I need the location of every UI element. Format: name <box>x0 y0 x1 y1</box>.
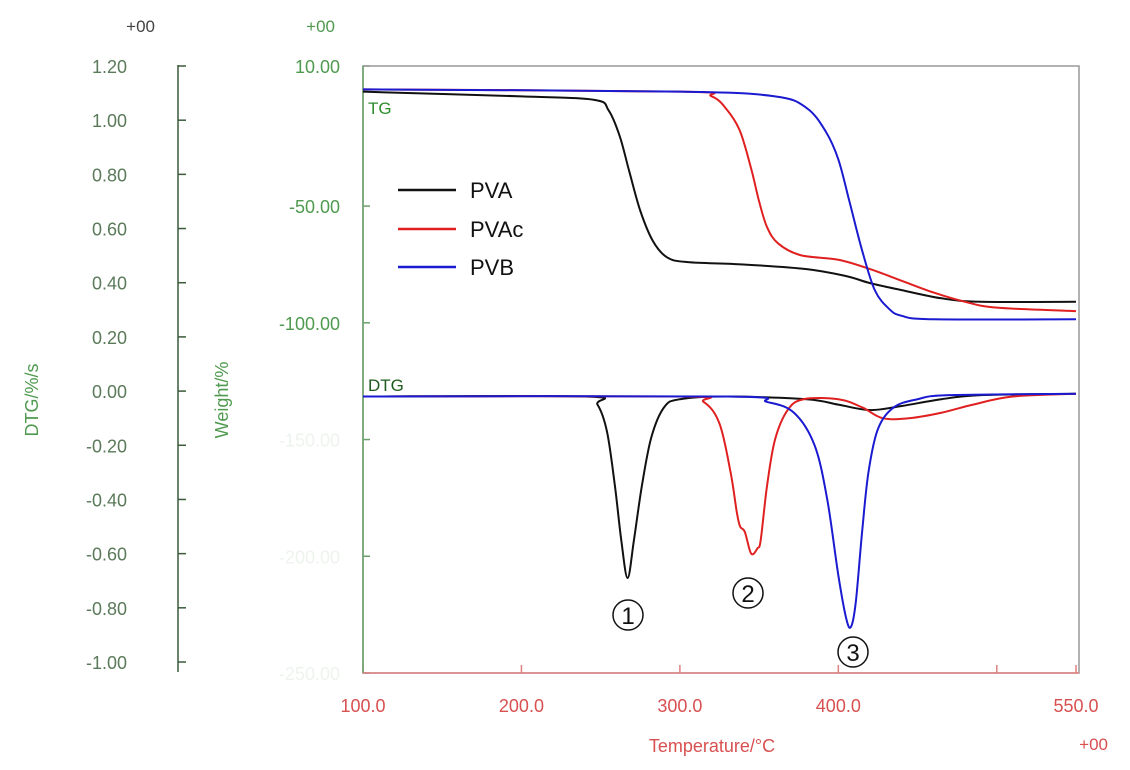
legend-label-pvb: PVB <box>470 255 514 280</box>
dtg-tick-label: -0.60 <box>86 545 127 565</box>
x-tick-label: 400.0 <box>816 696 861 716</box>
x-axis-title: Temperature/°C <box>649 736 775 756</box>
peak-annotation-1: ① 1 <box>612 599 644 631</box>
dtg-curve-pva <box>362 392 1077 580</box>
peak-annotation-3: ③ 3 <box>837 636 869 668</box>
x-axis-exponent: +00 <box>1079 735 1108 754</box>
weight-axis-title: Weight/% <box>212 362 232 439</box>
x-tick-label: 300.0 <box>657 696 702 716</box>
dtg-tick-label: -1.00 <box>86 653 127 673</box>
weight-tick-label: -150.00 <box>279 431 340 451</box>
weight-axis-exponent: +00 <box>306 17 335 36</box>
dtg-curve-pvb <box>362 392 1077 629</box>
dtg-tick-label: 0.40 <box>92 274 127 294</box>
plot-frame <box>362 65 1080 674</box>
dtg-curve-label: DTG <box>368 376 404 395</box>
dtg-tick-label: -0.80 <box>86 599 127 619</box>
weight-tick-label: 10.00 <box>295 57 340 77</box>
weight-tick-label: -200.00 <box>279 547 340 567</box>
dtg-tick-label: 0.00 <box>92 382 127 402</box>
dtg-tick-label: -0.20 <box>86 436 127 456</box>
peak-number-1: 1 <box>621 603 634 630</box>
dtg-axis-exponent: +00 <box>126 17 155 36</box>
dtg-tick-label: 1.20 <box>92 57 127 77</box>
dtg-tick-label: 0.20 <box>92 328 127 348</box>
dtg-tick-label: 1.00 <box>92 111 127 131</box>
dtg-curve-pvac <box>362 392 1077 556</box>
weight-tick-label: -50.00 <box>289 197 340 217</box>
tg-curve-pvb <box>362 88 1077 321</box>
legend-label-pva: PVA <box>470 178 513 203</box>
x-tick-label: 100.0 <box>340 696 385 716</box>
legend: PVA PVAc PVB <box>398 178 523 280</box>
dtg-tick-label: 0.60 <box>92 220 127 240</box>
x-tick-label: 200.0 <box>499 696 544 716</box>
dtg-tick-label: -0.40 <box>86 490 127 510</box>
peak-number-2: 2 <box>741 581 754 608</box>
dtg-axis-title: DTG/%/s <box>22 363 42 436</box>
weight-tick-label: -100.00 <box>279 314 340 334</box>
peak-number-3: 3 <box>846 640 859 667</box>
legend-label-pvac: PVAc <box>470 217 523 242</box>
weight-tick-label: -250.00 <box>279 664 340 684</box>
tg-curve-pva <box>362 90 1077 304</box>
peak-annotation-2: ② 2 <box>732 577 764 609</box>
tg-curve-pvac <box>362 88 1077 313</box>
dtg-tick-label: 0.80 <box>92 165 127 185</box>
tg-curve-label: TG <box>368 99 392 118</box>
x-tick-label: 550.0 <box>1053 696 1098 716</box>
